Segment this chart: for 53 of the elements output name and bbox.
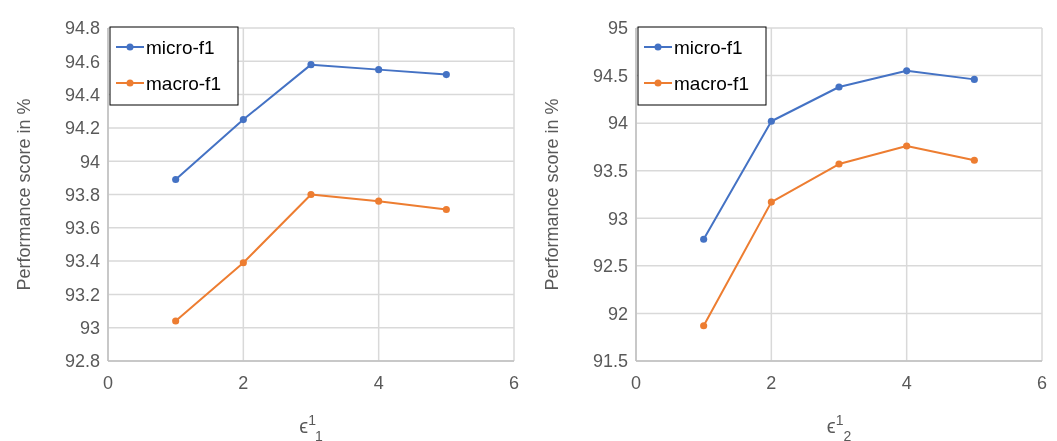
y-tick-label: 92.8 xyxy=(64,351,100,372)
y-tick-label: 94 xyxy=(607,113,628,134)
y-tick-label: 93.2 xyxy=(64,284,100,305)
y-tick-label: 92.5 xyxy=(592,256,628,277)
x-tick-label: 0 xyxy=(630,373,642,393)
point xyxy=(442,71,450,79)
y-tick-label: 93.6 xyxy=(64,218,100,239)
point xyxy=(307,61,315,69)
point xyxy=(835,83,843,91)
y-tick-label: 91.5 xyxy=(592,351,628,372)
x-tick-label: 6 xyxy=(508,373,520,393)
legend-label: micro-f1 xyxy=(146,36,215,58)
point xyxy=(239,116,247,124)
x-tick-label: 4 xyxy=(373,373,384,393)
point xyxy=(375,197,383,205)
legend-label: macro-f1 xyxy=(674,72,749,94)
point xyxy=(172,175,180,184)
y-tick-label: 93.8 xyxy=(64,184,100,205)
y-tick-label: 95 xyxy=(607,18,628,39)
x-tick-label: 4 xyxy=(901,373,912,393)
y-tick-label: 94 xyxy=(79,151,100,172)
y-tick-label: 93.4 xyxy=(64,251,100,272)
y-axis-title: Performance score in % xyxy=(14,98,34,291)
x-tick-label: 0 xyxy=(102,373,114,393)
point xyxy=(239,259,247,267)
point xyxy=(903,67,911,75)
point xyxy=(375,66,383,74)
y-tick-label: 94.4 xyxy=(64,84,100,105)
y-tick-label: 94.5 xyxy=(592,65,628,86)
x-tick-label: 6 xyxy=(1036,373,1048,393)
point xyxy=(700,322,708,330)
y-tick-label: 93 xyxy=(79,318,100,338)
y-axis-title: Performance score in % xyxy=(542,98,562,291)
point xyxy=(903,142,911,150)
y-tick-label: 93.5 xyxy=(592,161,628,182)
x-tick-label: 2 xyxy=(766,373,777,393)
point xyxy=(442,205,450,214)
point xyxy=(767,117,775,125)
y-tick-label: 92 xyxy=(607,303,628,324)
x-tick-label: 2 xyxy=(238,373,249,393)
y-tick-label: 94.8 xyxy=(64,18,100,39)
y-tick-label: 94.2 xyxy=(64,118,100,139)
point xyxy=(307,190,315,199)
point xyxy=(970,156,978,164)
point xyxy=(835,160,843,168)
legend-label: macro-f1 xyxy=(146,72,221,94)
point xyxy=(767,198,775,206)
point xyxy=(700,235,708,243)
point xyxy=(970,75,978,83)
y-tick-label: 94.6 xyxy=(64,51,100,72)
y-tick-label: 93 xyxy=(607,208,628,229)
legend-label: micro-f1 xyxy=(674,36,743,58)
point xyxy=(172,317,180,325)
